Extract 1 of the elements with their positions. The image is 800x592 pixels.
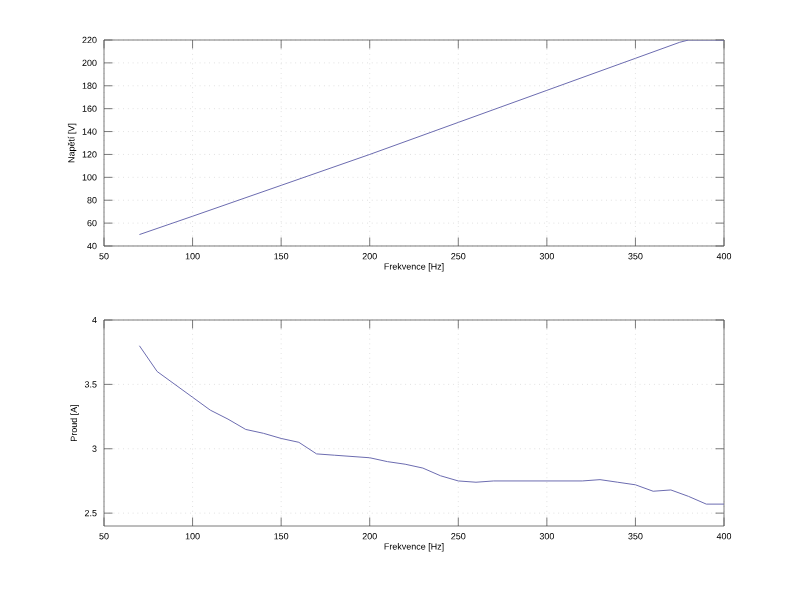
line-series	[138, 40, 724, 236]
